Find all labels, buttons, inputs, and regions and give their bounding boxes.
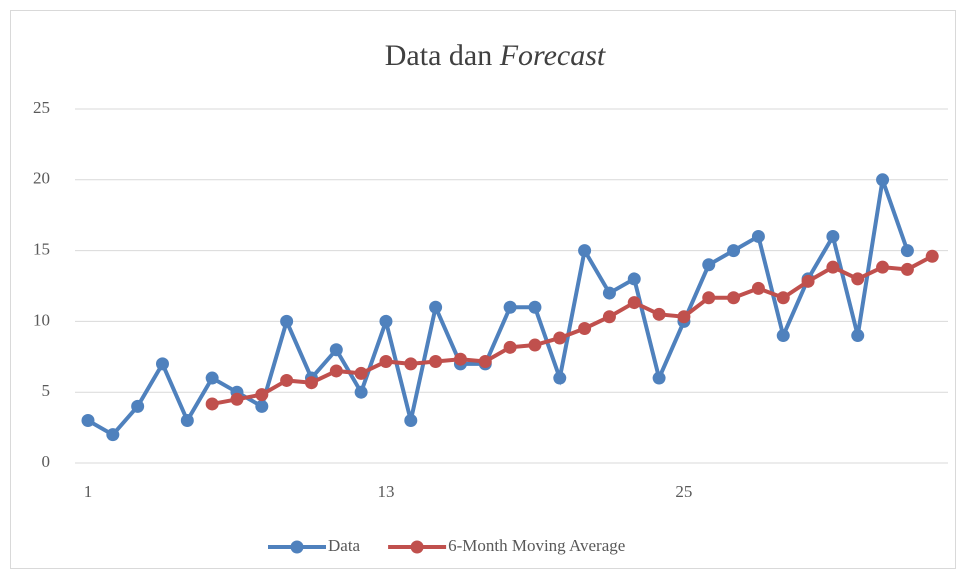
y-tick-label: 25 <box>33 98 50 117</box>
legend-marker <box>290 540 304 554</box>
data-point <box>230 392 244 406</box>
data-point <box>429 354 443 368</box>
data-point <box>304 376 318 390</box>
data-point <box>578 321 592 335</box>
data-point <box>727 291 741 305</box>
data-point <box>205 397 219 411</box>
y-tick-label: 5 <box>42 381 51 400</box>
data-point <box>255 388 269 402</box>
data-point <box>429 300 443 314</box>
data-point <box>776 329 790 343</box>
data-point <box>876 173 890 187</box>
data-point <box>702 258 716 272</box>
data-point <box>553 371 567 385</box>
data-point <box>925 249 939 263</box>
data-point <box>627 296 641 310</box>
data-point <box>851 272 865 286</box>
data-point <box>578 244 592 258</box>
data-point <box>404 414 418 428</box>
data-point <box>503 300 517 314</box>
title-text: Data dan <box>385 39 492 72</box>
data-point <box>602 310 616 324</box>
data-point <box>900 244 914 258</box>
legend-marker <box>410 540 424 554</box>
y-tick-label: 20 <box>33 169 50 188</box>
data-point <box>876 260 890 274</box>
data-point <box>329 343 343 357</box>
data-point <box>652 307 666 321</box>
y-tick-label: 0 <box>42 452 51 471</box>
data-point <box>627 272 641 286</box>
x-tick-label: 25 <box>675 482 692 501</box>
y-tick-label: 10 <box>33 310 50 329</box>
data-point <box>255 399 269 413</box>
data-point <box>851 329 865 343</box>
data-point <box>379 314 393 328</box>
data-point <box>379 354 393 368</box>
data-point <box>702 291 716 305</box>
data-point <box>478 354 492 368</box>
data-point <box>205 371 219 385</box>
data-point <box>801 274 815 288</box>
data-point <box>553 331 567 345</box>
legend-label: 6-Month Moving Average <box>448 536 625 555</box>
data-point <box>826 260 840 274</box>
data-point <box>776 291 790 305</box>
data-point <box>106 428 120 442</box>
data-point <box>280 373 294 387</box>
data-point <box>354 385 368 399</box>
data-point <box>751 281 765 295</box>
data-point <box>329 364 343 378</box>
title-emphasis: Forecast <box>499 39 606 72</box>
data-point <box>354 366 368 380</box>
data-point <box>180 414 194 428</box>
series-line <box>87 179 910 438</box>
data-point <box>652 371 666 385</box>
data-point <box>453 352 467 366</box>
data-point <box>155 357 169 371</box>
legend-label: Data <box>328 536 361 555</box>
data-point <box>280 314 294 328</box>
data-point <box>900 262 914 276</box>
data-point <box>131 399 145 413</box>
chart-title: Data dan Forecast <box>385 39 606 72</box>
data-point <box>727 244 741 258</box>
x-tick-label: 13 <box>377 482 394 501</box>
data-point <box>528 338 542 352</box>
data-point <box>81 414 95 428</box>
data-point <box>826 229 840 243</box>
data-point <box>503 340 517 354</box>
data-point <box>404 357 418 371</box>
y-tick-label: 15 <box>33 240 50 259</box>
data-point <box>677 310 691 324</box>
chart-frame <box>10 10 956 569</box>
data-point <box>602 286 616 300</box>
data-point <box>528 300 542 314</box>
data-point <box>751 229 765 243</box>
x-tick-label: 1 <box>84 482 93 501</box>
